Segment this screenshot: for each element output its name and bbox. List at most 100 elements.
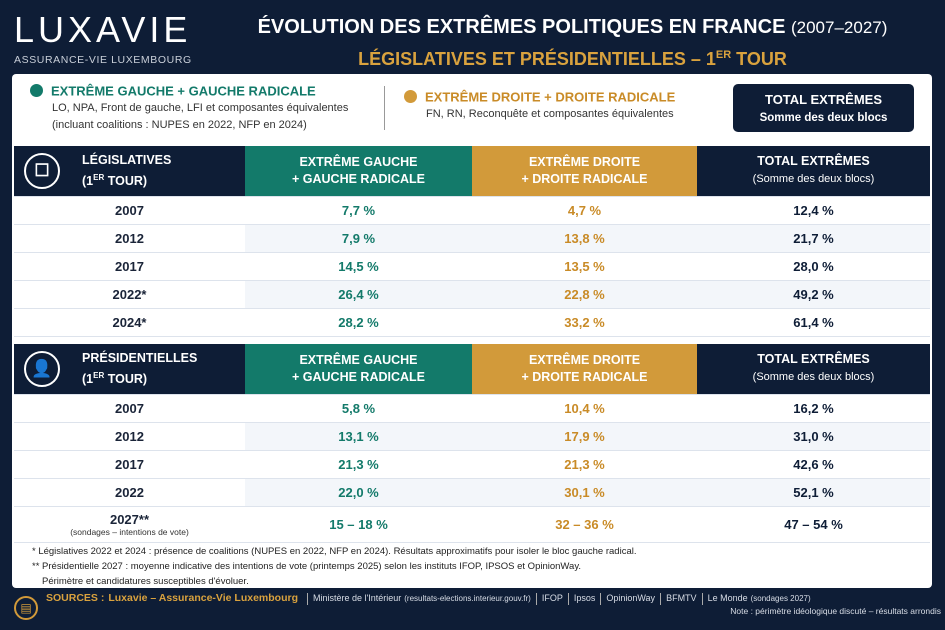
year-cell: 2007 xyxy=(14,394,245,423)
year-cell: 2024* xyxy=(14,308,245,337)
table-row: 2012 13,1 % 17,9 % 31,0 % xyxy=(14,422,930,451)
left-value: 22,0 % xyxy=(245,478,472,507)
col-right-1: EXTRÊME DROITE xyxy=(528,154,641,169)
sources-note: Note : périmètre idéologique discuté – r… xyxy=(730,606,941,616)
year: 2017 xyxy=(115,456,144,472)
col-right-1: EXTRÊME DROITE xyxy=(528,352,641,367)
title-years: (2007–2027) xyxy=(790,18,888,37)
legend-left: EXTRÊME GAUCHE + GAUCHE RADICALE LO, NPA… xyxy=(30,82,348,134)
separator xyxy=(600,592,602,605)
col-left-2: + GAUCHE RADICALE xyxy=(292,369,425,384)
teal-dot-icon xyxy=(30,84,43,98)
legend-left-desc2: (incluant coalitions : NUPES en 2022, NF… xyxy=(52,119,307,131)
section-label: LÉGISLATIVES xyxy=(82,152,172,167)
subtitle-sup: ER xyxy=(715,49,732,61)
year: 2022 xyxy=(115,484,144,500)
sources-main: Luxavie – Assurance-Vie Luxembourg xyxy=(108,592,298,604)
footnote: ** Présidentielle 2027 : moyenne indicat… xyxy=(32,561,582,572)
col-left-1: EXTRÊME GAUCHE xyxy=(299,352,418,367)
col-left: EXTRÊME GAUCHE + GAUCHE RADICALE xyxy=(245,146,472,197)
col-right-2: + DROITE RADICALE xyxy=(521,171,648,186)
separator xyxy=(535,592,537,605)
legend-right: EXTRÊME DROITE + DROITE RADICALE FN, RN,… xyxy=(404,88,675,123)
source-item: Ipsos xyxy=(573,593,596,603)
right-value: 13,8 % xyxy=(472,224,697,253)
section-sup: ER xyxy=(93,370,105,380)
total-value: 12,4 % xyxy=(697,196,930,225)
legislatives-table: ☐ LÉGISLATIVES (1ER TOUR) EXTRÊME GAUCHE + … xyxy=(14,146,930,337)
total-value: 49,2 % xyxy=(697,280,930,309)
left-value: 7,9 % xyxy=(245,224,472,253)
logo: LUXAVIE ASSURANCE-VIE LUXEMBOURG xyxy=(14,9,194,67)
col-right: EXTRÊME DROITE + DROITE RADICALE xyxy=(472,146,697,197)
total-value: 16,2 % xyxy=(697,394,930,423)
year-cell: 2012 xyxy=(14,224,245,253)
left-value: 7,7 % xyxy=(245,196,472,225)
year-cell: 2007 xyxy=(14,196,245,225)
total-value: 47 – 54 % xyxy=(697,506,930,543)
col-right-2: + DROITE RADICALE xyxy=(521,369,648,384)
table-row: 2024* 28,2 % 33,2 % 61,4 % xyxy=(14,308,930,337)
right-value: 13,5 % xyxy=(472,252,697,281)
year: 2017 xyxy=(115,258,144,274)
left-value: 5,8 % xyxy=(245,394,472,423)
logo-subtitle: ASSURANCE-VIE LUXEMBOURG xyxy=(14,54,192,66)
section-label-3: TOUR) xyxy=(104,173,148,188)
right-value: 4,7 % xyxy=(472,196,697,225)
source-item: Ministère de l'Intérieur xyxy=(313,593,402,603)
footnote: Périmètre et candidatures susceptibles d… xyxy=(42,576,249,587)
legend-left-title: EXTRÊME GAUCHE + GAUCHE RADICALE xyxy=(51,83,316,99)
person-icon: 👤 xyxy=(24,351,60,387)
right-value: 32 – 36 % xyxy=(472,506,697,543)
right-value: 10,4 % xyxy=(472,394,697,423)
source-item: OpinionWay xyxy=(606,593,656,603)
col-total-2: (Somme des deux blocs) xyxy=(752,173,875,186)
section-label-2: (1 xyxy=(82,371,94,386)
presidentielles-table: 👤 PRÉSIDENTIELLES (1ER TOUR) EXTRÊME GAUCH… xyxy=(14,344,930,543)
legend-total: TOTAL EXTRÊMES Somme des deux blocs xyxy=(733,84,914,132)
source-note: (resultats-elections.interieur.gouv.fr) xyxy=(404,594,531,603)
col-left-2: + GAUCHE RADICALE xyxy=(292,171,425,186)
logo-name: LUXAVIE xyxy=(14,9,192,50)
separator xyxy=(660,592,662,605)
footnotes: * Législatives 2022 et 2024 : présence d… xyxy=(32,544,636,589)
section-sup: ER xyxy=(93,172,105,182)
footnote: * Législatives 2022 et 2024 : présence d… xyxy=(32,546,637,557)
presidentielles-header: 👤 PRÉSIDENTIELLES (1ER TOUR) xyxy=(14,344,245,395)
total-value: 21,7 % xyxy=(697,224,930,253)
legend-left-desc: LO, NPA, Front de gauche, LFI et composa… xyxy=(52,102,349,114)
table-row: 2027** (sondages – intentions de vote) 15 … xyxy=(14,506,930,543)
table-row: 2012 7,9 % 13,8 % 21,7 % xyxy=(14,224,930,253)
right-value: 21,3 % xyxy=(472,450,697,479)
legend-right-desc: FN, RN, Reconquête et composantes équiva… xyxy=(426,108,674,120)
left-value: 21,3 % xyxy=(245,450,472,479)
year: 2012 xyxy=(115,230,144,246)
year-cell: 2022 xyxy=(14,478,245,507)
total-value: 28,0 % xyxy=(697,252,930,281)
source-item: BFMTV xyxy=(666,593,697,603)
main-panel: EXTRÊME GAUCHE + GAUCHE RADICALE LO, NPA… xyxy=(12,74,932,588)
year: 2024* xyxy=(112,314,147,330)
year-cell: 2012 xyxy=(14,422,245,451)
left-value: 26,4 % xyxy=(245,280,472,309)
document-icon: ▤ xyxy=(14,596,38,620)
year: 2022* xyxy=(112,286,147,302)
col-left-1: EXTRÊME GAUCHE xyxy=(299,154,418,169)
year-cell: 2017 xyxy=(14,450,245,479)
year-cell: 2017 xyxy=(14,252,245,281)
col-left: EXTRÊME GAUCHE + GAUCHE RADICALE xyxy=(245,344,472,395)
title-text: ÉVOLUTION DES EXTRÊMES POLITIQUES EN FRA… xyxy=(257,16,786,38)
col-total: TOTAL EXTRÊMES (Somme des deux blocs) xyxy=(697,344,930,395)
left-value: 28,2 % xyxy=(245,308,472,337)
subtitle-text: LÉGISLATIVES ET PRÉSIDENTIELLES – 1 xyxy=(358,49,716,69)
legend-right-title: EXTRÊME DROITE + DROITE RADICALE xyxy=(425,89,676,105)
ballot-box-icon: ☐ xyxy=(24,153,60,189)
year: 2007 xyxy=(115,400,144,416)
table-row: 2022* 26,4 % 22,8 % 49,2 % xyxy=(14,280,930,309)
source-item: Le Monde xyxy=(707,593,748,603)
right-value: 30,1 % xyxy=(472,478,697,507)
table-row: 2007 5,8 % 10,4 % 16,2 % xyxy=(14,394,930,423)
year: 2007 xyxy=(115,202,144,218)
table-row: 2022 22,0 % 30,1 % 52,1 % xyxy=(14,478,930,507)
page-subtitle: LÉGISLATIVES ET PRÉSIDENTIELLES – 1ER TO… xyxy=(205,44,940,70)
